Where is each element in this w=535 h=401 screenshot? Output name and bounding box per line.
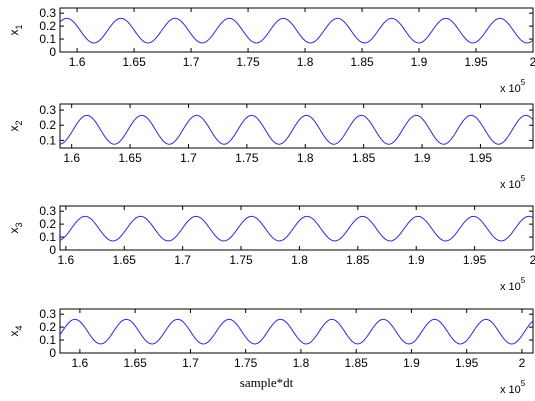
x-tick-label: 1.7 <box>174 253 191 267</box>
x-tick-label: 2 <box>519 356 526 370</box>
x-axis-multiplier: x 105 <box>500 276 526 293</box>
subplot-4: 1.6 1.65 1.7 1.75 1.8 1.85 1.9 1.95 2 00.10.20.3 x… <box>7 307 534 396</box>
y-axis-label: x1 <box>7 24 24 35</box>
y-tick-label: 0.2 <box>39 217 56 231</box>
y-tick-label: 0.3 <box>39 307 56 321</box>
y-tick-label: 0.3 <box>39 103 56 117</box>
y-tick-label: 0.2 <box>39 320 56 334</box>
y-tick-label: 0.2 <box>39 19 56 33</box>
axes-box <box>59 308 534 354</box>
y-tick-label: 0.3 <box>39 204 56 218</box>
y-axis-label-subscript: 4 <box>14 325 24 330</box>
x-tick-label: 1.75 <box>234 356 258 370</box>
x-multiplier-exponent: 5 <box>521 379 526 388</box>
x-multiplier-base: x 10 <box>500 179 521 191</box>
x-axis-multiplier: x 105 <box>500 174 526 191</box>
x-multiplier-base: x 10 <box>500 83 521 95</box>
y-tick-label: 0.1 <box>39 32 56 46</box>
y-axis-label-main: x <box>7 228 21 234</box>
subplot-3: 1.6 1.65 1.7 1.75 1.8 1.85 1.9 1.95 2 00.10.20.3 x… <box>7 204 535 293</box>
x-axis-label: sample*dt <box>240 375 294 390</box>
y-axis-label-subscript: 3 <box>14 222 24 227</box>
x-tick-label: 1.85 <box>346 253 370 267</box>
y-tick-label: 0 <box>49 346 56 360</box>
y-tick-label: 0.1 <box>39 333 56 347</box>
x-tick-label: 1.6 <box>63 151 80 165</box>
y-tick-label: 0 <box>49 243 56 257</box>
x-tick-label: 1.8 <box>297 151 314 165</box>
y-axis-label: x2 <box>7 120 24 131</box>
x-tick-label: 1.85 <box>352 151 376 165</box>
y-axis-label-subscript: 2 <box>14 120 24 125</box>
x-tick-label: 1.95 <box>469 151 493 165</box>
x-tick-label: 1.8 <box>291 253 308 267</box>
axes-box <box>59 103 534 149</box>
x-tick-label: 1.95 <box>464 55 488 69</box>
x-tick-label: 1.65 <box>118 151 142 165</box>
x-tick-label: 1.7 <box>183 55 200 69</box>
y-axis-label-subscript: 1 <box>14 24 24 29</box>
x-tick-label: 1.75 <box>236 55 260 69</box>
y-axis-label: x3 <box>7 222 24 233</box>
subplot-1: 1.6 1.65 1.7 1.75 1.8 1.85 1.9 1.95 2 00.10.20.3 x… <box>7 6 535 95</box>
x-multiplier-exponent: 5 <box>521 174 526 183</box>
x-tick-label: 2 <box>530 55 535 69</box>
x-tick-label: 1.6 <box>72 356 89 370</box>
y-axis-label-main: x <box>7 30 21 36</box>
x-multiplier-base: x 10 <box>500 281 521 293</box>
x-tick-label: 1.7 <box>180 151 197 165</box>
x-tick-label: 1.8 <box>293 356 310 370</box>
x-tick-label: 1.95 <box>463 253 487 267</box>
x-tick-label: 1.65 <box>122 55 146 69</box>
axes-box <box>59 205 534 251</box>
x-tick-label: 1.9 <box>411 55 428 69</box>
x-tick-label: 1.6 <box>69 55 86 69</box>
x-tick-label: 1.95 <box>455 356 479 370</box>
x-tick-label: 1.75 <box>229 253 253 267</box>
series-line-1 <box>59 318 534 345</box>
x-tick-label: 2 <box>530 253 535 267</box>
y-axis-label-main: x <box>7 126 21 132</box>
y-tick-label: 0.1 <box>39 133 56 147</box>
y-tick-label: 0 <box>49 45 56 59</box>
y-tick-label: 0.2 <box>39 118 56 132</box>
y-axis-label-main: x <box>7 331 21 337</box>
x-tick-label: 1.65 <box>123 356 147 370</box>
x-tick-label: 1.8 <box>297 55 314 69</box>
x-tick-label: 1.9 <box>414 151 431 165</box>
series-line-1 <box>59 17 534 44</box>
y-tick-label: 0.3 <box>39 6 56 20</box>
subplot-2: 1.6 1.65 1.7 1.75 1.8 1.85 1.9 1.950.10.20.3x2x… <box>7 103 534 191</box>
x-tick-label: 1.85 <box>350 55 374 69</box>
x-axis-multiplier: x 105 <box>500 78 526 95</box>
x-tick-label: 1.85 <box>344 356 368 370</box>
x-tick-label: 1.9 <box>408 253 425 267</box>
x-tick-label: 1.65 <box>113 253 137 267</box>
x-multiplier-exponent: 5 <box>521 78 526 87</box>
x-tick-label: 1.75 <box>235 151 259 165</box>
x-tick-label: 1.6 <box>57 253 74 267</box>
x-tick-label: 1.9 <box>403 356 420 370</box>
x-axis-multiplier: x 105 <box>500 379 526 396</box>
x-multiplier-base: x 10 <box>500 384 521 396</box>
series-line-1 <box>59 114 534 145</box>
series-line-1 <box>59 215 534 242</box>
y-axis-label: x4 <box>7 325 24 336</box>
y-tick-label: 0.1 <box>39 230 56 244</box>
x-multiplier-exponent: 5 <box>521 276 526 285</box>
x-tick-label: 1.7 <box>182 356 199 370</box>
